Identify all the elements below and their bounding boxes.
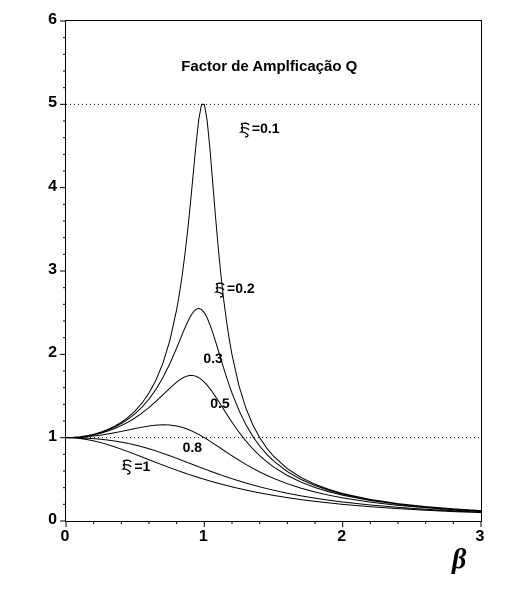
curves-svg (66, 21, 481, 521)
y-tick-label: 3 (27, 261, 57, 279)
y-tick-label: 4 (27, 178, 57, 196)
y-tick-label: 2 (27, 344, 57, 362)
curve-label: 0.3 (203, 350, 222, 366)
curve-label: =1 (120, 458, 150, 475)
plot-area (65, 20, 482, 522)
x-tick-label: 1 (193, 528, 213, 546)
x-tick-label: 3 (470, 528, 490, 546)
y-tick-label: 6 (27, 11, 57, 29)
chart-container: Factor de Amplficação Q β 0 1 2 3 4 5 6 0 1 2 3 =0.… (0, 0, 515, 592)
curve-label: 0.5 (210, 395, 229, 411)
x-axis-label: β (452, 544, 466, 576)
x-tick-label: 2 (332, 528, 352, 546)
y-tick-label: 1 (27, 428, 57, 446)
curve-label: 0.8 (183, 439, 202, 455)
y-tick-label: 0 (27, 511, 57, 529)
chart-title: Factor de Amplficação Q (181, 58, 357, 75)
y-tick-label: 5 (27, 94, 57, 112)
curve-label: =0.1 (238, 120, 280, 137)
x-tick-label: 0 (55, 528, 75, 546)
curve-label: =0.2 (213, 280, 255, 297)
